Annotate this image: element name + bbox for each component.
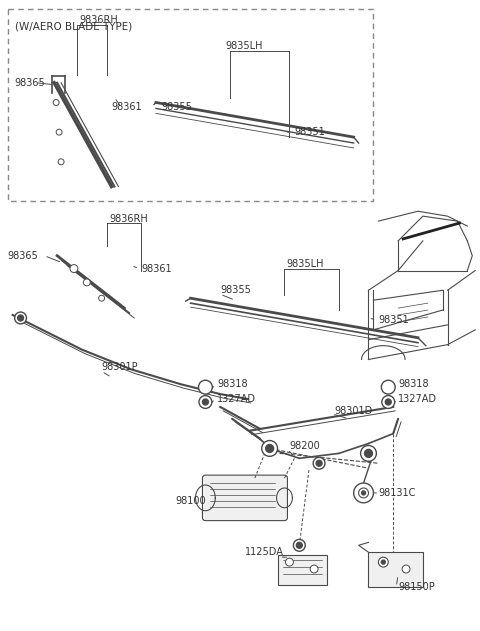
Circle shape [382, 396, 395, 408]
Text: 9835LH: 9835LH [225, 41, 263, 51]
Circle shape [293, 540, 305, 551]
Circle shape [99, 295, 105, 301]
Circle shape [203, 399, 208, 405]
Circle shape [385, 399, 391, 405]
Circle shape [58, 159, 64, 165]
Text: 98365: 98365 [8, 251, 38, 261]
Text: 98150P: 98150P [398, 582, 435, 592]
Circle shape [70, 264, 78, 273]
Circle shape [354, 483, 373, 503]
Circle shape [316, 460, 322, 466]
Circle shape [310, 565, 318, 573]
Text: (W/AERO BLADE TYPE): (W/AERO BLADE TYPE) [14, 21, 132, 32]
Circle shape [313, 457, 325, 469]
Text: 98351: 98351 [294, 127, 325, 137]
Text: 98361: 98361 [111, 102, 142, 112]
Bar [8, 9, 373, 201]
FancyBboxPatch shape [369, 552, 423, 587]
Circle shape [364, 449, 372, 457]
Text: 98355: 98355 [161, 102, 192, 112]
Circle shape [14, 312, 26, 324]
Text: 98365: 98365 [14, 78, 46, 88]
Circle shape [18, 315, 24, 321]
Text: 9835LH: 9835LH [287, 259, 324, 269]
Text: 98318: 98318 [217, 379, 248, 389]
FancyBboxPatch shape [203, 475, 288, 521]
Circle shape [361, 491, 366, 495]
Circle shape [402, 565, 410, 573]
FancyBboxPatch shape [277, 555, 327, 585]
Circle shape [296, 542, 302, 548]
Circle shape [199, 380, 212, 394]
Circle shape [56, 129, 62, 135]
Text: 1327AD: 1327AD [217, 394, 256, 404]
Circle shape [360, 445, 376, 461]
Circle shape [53, 100, 59, 105]
Circle shape [381, 560, 385, 564]
Text: 98131C: 98131C [378, 488, 416, 498]
Circle shape [84, 279, 90, 286]
Circle shape [359, 488, 369, 498]
Text: 98351: 98351 [378, 315, 409, 325]
Text: 98301D: 98301D [334, 406, 372, 416]
Text: 98200: 98200 [289, 442, 320, 451]
Text: 98361: 98361 [141, 264, 172, 274]
Text: 1125DA: 1125DA [245, 547, 284, 557]
Circle shape [381, 380, 395, 394]
Text: 9836RH: 9836RH [80, 15, 119, 25]
Text: 98100: 98100 [176, 496, 206, 506]
Circle shape [262, 440, 277, 456]
Text: 98318: 98318 [398, 379, 429, 389]
Circle shape [266, 444, 274, 452]
Text: 98355: 98355 [220, 285, 251, 295]
Circle shape [199, 396, 212, 408]
Circle shape [286, 558, 293, 566]
Text: 1327AD: 1327AD [398, 394, 437, 404]
Circle shape [378, 557, 388, 567]
Text: 98301P: 98301P [102, 362, 138, 372]
Text: 9836RH: 9836RH [109, 214, 148, 224]
